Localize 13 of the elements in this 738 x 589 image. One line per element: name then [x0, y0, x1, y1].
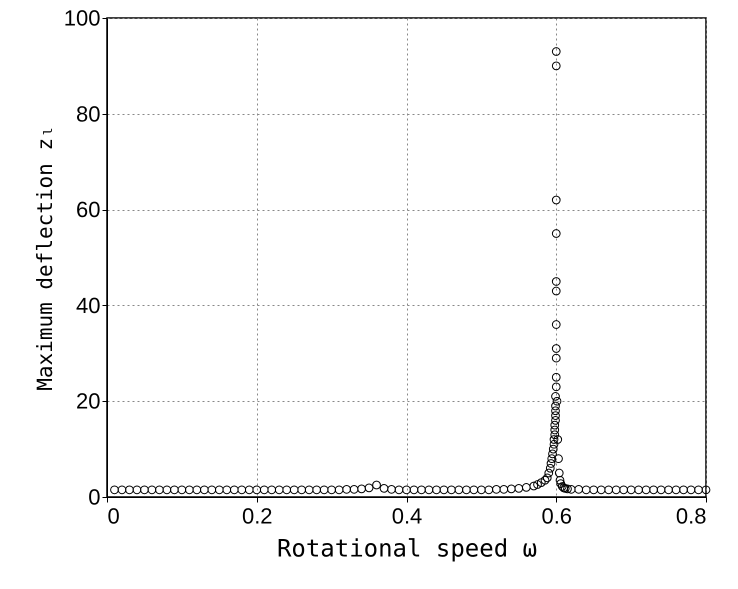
x-axis-title: Rotational speed ω — [276, 534, 538, 562]
y-axis-title: Maximum deflection zₗ — [32, 125, 57, 391]
x-tick-label: 0.6 — [541, 504, 572, 528]
y-tick-label: 20 — [76, 388, 100, 414]
y-tick-label: 40 — [76, 292, 100, 318]
x-tick-label: 0.8 — [676, 504, 706, 528]
y-tick-label: 100 — [64, 6, 100, 30]
y-tick-label: 0 — [88, 484, 100, 510]
y-tick-label: 60 — [76, 197, 100, 222]
y-tick-label: 80 — [76, 101, 100, 126]
x-tick-label: 0.4 — [392, 504, 422, 528]
x-tick-label: 0 — [108, 504, 120, 528]
x-tick-label: 0.2 — [242, 504, 273, 528]
